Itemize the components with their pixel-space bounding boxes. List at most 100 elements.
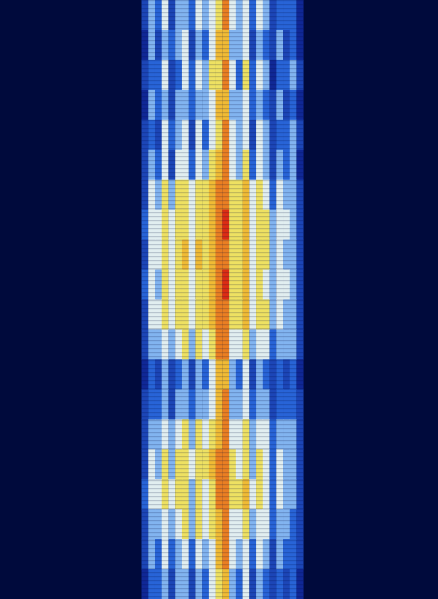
texture-line [142,120,304,121]
texture-line [142,352,304,353]
texture-line [142,396,304,397]
texture-line [142,144,304,145]
texture-line [142,72,304,73]
texture-line [142,256,304,257]
texture-line [142,392,304,393]
texture-line [142,8,304,9]
texture-line [142,468,304,469]
texture-line [142,24,304,25]
texture-line [142,560,304,561]
texture-line [142,100,304,101]
texture-line [142,476,304,477]
texture-line [142,412,304,413]
texture-line [142,96,304,97]
texture-line [142,224,304,225]
texture-line [142,20,304,21]
texture-line [142,60,304,61]
texture-line [142,156,304,157]
texture-line [142,68,304,69]
texture-line [142,252,304,253]
texture-line [142,596,304,597]
texture-line [142,556,304,557]
texture-line [142,444,304,445]
texture-line [142,492,304,493]
texture-line [142,520,304,521]
texture-line [142,104,304,105]
texture-line [142,0,304,1]
texture-line [142,368,304,369]
texture-line [142,124,304,125]
texture-line [142,284,304,285]
texture-line [142,504,304,505]
texture-line [142,528,304,529]
texture-line [142,416,304,417]
texture-line [142,208,304,209]
texture-line [142,216,304,217]
texture-line [142,80,304,81]
texture-line [142,320,304,321]
texture-line [142,428,304,429]
texture-line [142,340,304,341]
texture-line [142,588,304,589]
chart-container [0,0,438,599]
texture-line [142,548,304,549]
texture-line [142,516,304,517]
texture-line [142,572,304,573]
texture-line [142,344,304,345]
background [0,0,438,599]
cells [142,0,304,599]
texture-line [142,436,304,437]
texture-line [142,332,304,333]
texture-line [142,40,304,41]
texture-line [142,384,304,385]
texture-line [142,272,304,273]
texture-line [142,460,304,461]
texture-line [142,268,304,269]
texture-line [142,480,304,481]
texture-line [142,136,304,137]
texture-line [142,168,304,169]
texture-line [142,388,304,389]
texture-line [142,440,304,441]
texture-line [142,592,304,593]
texture-line [142,200,304,201]
texture-line [142,36,304,37]
texture-line [142,540,304,541]
texture-line [142,488,304,489]
texture-line [142,152,304,153]
texture-line [142,248,304,249]
texture-line [142,432,304,433]
texture-line [142,44,304,45]
texture-line [142,508,304,509]
texture-line [142,12,304,13]
texture-line [142,464,304,465]
texture-line [142,580,304,581]
texture-line [142,276,304,277]
texture-line [142,148,304,149]
texture-line [142,408,304,409]
texture-line [142,196,304,197]
texture-line [142,380,304,381]
texture-line [142,232,304,233]
texture-line [142,164,304,165]
texture-line [142,376,304,377]
texture-line [142,4,304,5]
texture-line [142,188,304,189]
texture-line [142,296,304,297]
texture-line [142,260,304,261]
texture-line [142,140,304,141]
texture-line [142,88,304,89]
texture-line [142,92,304,93]
texture-line [142,336,304,337]
texture-line [142,132,304,133]
texture-line [142,328,304,329]
texture-line [142,116,304,117]
texture-line [142,244,304,245]
texture-line [142,564,304,565]
texture-line [142,420,304,421]
texture-line [142,324,304,325]
texture-line [142,28,304,29]
texture-line [142,264,304,265]
texture-line [142,292,304,293]
texture-line [142,176,304,177]
